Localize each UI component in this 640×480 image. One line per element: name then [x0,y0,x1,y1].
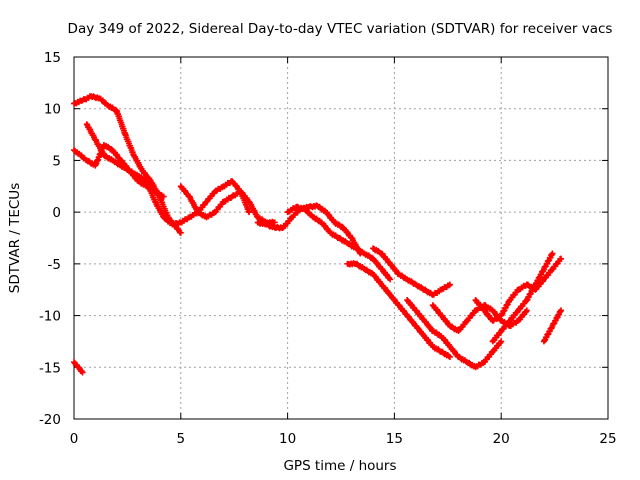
data-point-markers [284,203,394,283]
y-tick-label: 5 [52,153,61,169]
x-tick-label: 10 [279,431,296,447]
series-layer [71,93,565,376]
y-tick-label: -5 [48,257,61,273]
y-tick-label: -20 [39,412,61,428]
plot-frame [73,56,609,420]
series-track-3 [71,359,86,376]
data-point-markers [254,202,364,257]
data-point-markers [83,121,167,200]
series-track-8 [284,203,394,283]
series-track-4 [83,121,167,200]
x-tick-label: 0 [70,431,79,447]
series-track-14 [489,250,556,345]
data-point-markers [370,245,453,298]
data-point-markers [177,183,278,227]
data-point-markers [344,260,453,360]
y-tick-label: -15 [39,360,61,376]
series-track-9 [344,260,453,360]
data-point-markers [489,250,556,345]
data-point-markers [404,297,505,371]
data-point-markers [540,307,565,345]
x-tick-label: 15 [386,431,403,447]
y-tick-label: 10 [44,102,61,118]
series-track-6 [177,183,278,227]
x-axis-label: GPS time / hours [283,458,396,474]
y-tick-label: -10 [39,309,61,325]
grid-layer [74,57,608,419]
chart-title: Day 349 of 2022, Sidereal Day-to-day VTE… [68,21,613,37]
x-tick-label: 20 [493,431,510,447]
x-tick-label: 25 [599,431,616,447]
y-tick-label: 15 [44,50,61,66]
series-track-7 [254,202,364,257]
series-track-11 [404,297,505,371]
series-track-15 [540,307,565,345]
y-tick-label: 0 [52,205,61,221]
x-tick-label: 5 [177,431,186,447]
series-track-10 [370,245,453,298]
data-point-markers [71,359,86,376]
y-axis-label: SDTVAR / TECUs [7,183,23,293]
tick-layer: 0 5 10 15 20 25 -20 -15 -10 -5 0 5 10 15 [39,50,617,447]
